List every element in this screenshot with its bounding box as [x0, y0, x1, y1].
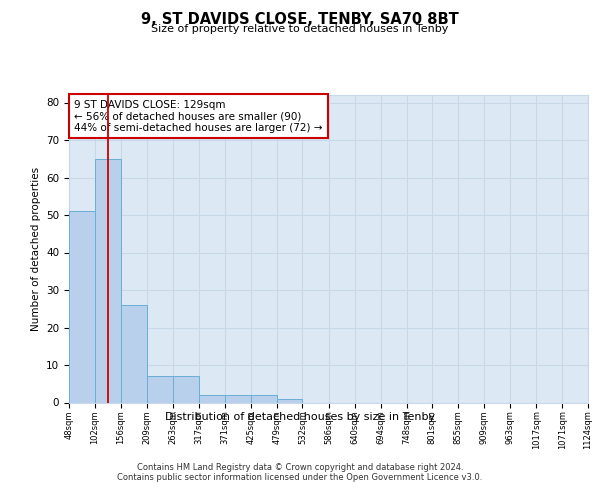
Bar: [225, 395, 251, 402]
Bar: [199, 395, 225, 402]
Bar: [277, 399, 302, 402]
Bar: [173, 376, 199, 402]
Text: Size of property relative to detached houses in Tenby: Size of property relative to detached ho…: [151, 24, 449, 34]
Bar: [146, 376, 173, 402]
Text: Contains public sector information licensed under the Open Government Licence v3: Contains public sector information licen…: [118, 472, 482, 482]
Text: 9 ST DAVIDS CLOSE: 129sqm
← 56% of detached houses are smaller (90)
44% of semi-: 9 ST DAVIDS CLOSE: 129sqm ← 56% of detac…: [74, 100, 323, 133]
Bar: [95, 159, 121, 402]
Y-axis label: Number of detached properties: Number of detached properties: [31, 166, 41, 331]
Bar: [251, 395, 277, 402]
Text: Contains HM Land Registry data © Crown copyright and database right 2024.: Contains HM Land Registry data © Crown c…: [137, 462, 463, 471]
Text: 9, ST DAVIDS CLOSE, TENBY, SA70 8BT: 9, ST DAVIDS CLOSE, TENBY, SA70 8BT: [141, 12, 459, 28]
Bar: [121, 305, 146, 402]
Text: Distribution of detached houses by size in Tenby: Distribution of detached houses by size …: [165, 412, 435, 422]
Bar: [69, 211, 95, 402]
